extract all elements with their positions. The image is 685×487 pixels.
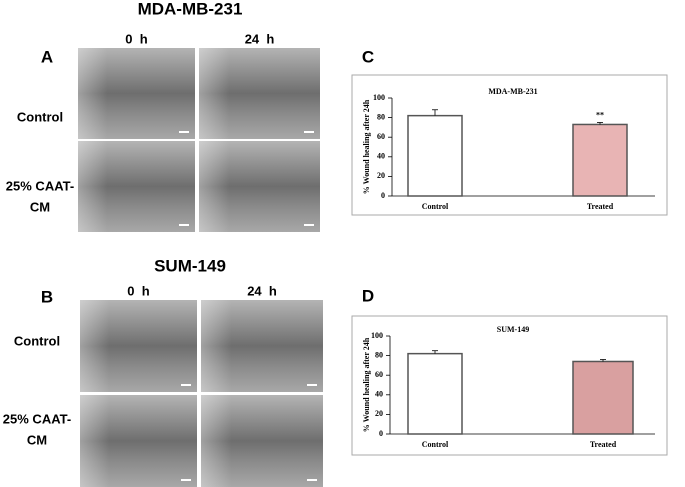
y-tick-label: 0 [379, 429, 383, 438]
significance-label: ** [596, 110, 604, 119]
micrograph-glow [78, 141, 195, 232]
scale-bar [181, 479, 191, 481]
micrograph-glow [201, 395, 323, 487]
x-tick-label: Treated [590, 440, 617, 449]
bar [572, 360, 634, 435]
y-tick-label: 40 [375, 390, 383, 399]
scale-bar [179, 224, 189, 226]
micrograph-glow [78, 48, 195, 139]
scale-bar [304, 131, 314, 133]
y-tick-label: 100 [373, 93, 385, 102]
panel-label: B [41, 287, 53, 306]
micrograph-glow [80, 395, 197, 487]
scale-bar [304, 224, 314, 226]
time-label: 0 h [127, 283, 149, 298]
y-tick-label: 80 [375, 350, 383, 359]
bar [572, 123, 628, 197]
x-tick-label: Control [422, 440, 449, 449]
y-tick-label: 20 [375, 409, 383, 418]
y-tick-label: 40 [377, 152, 385, 161]
time-label: 24 h [245, 31, 275, 46]
y-tick-label: 80 [377, 112, 385, 121]
y-tick-label: 100 [371, 331, 383, 340]
row-label: CM [27, 432, 47, 447]
scale-bar [307, 384, 317, 386]
row-label: Control [14, 333, 60, 348]
x-tick-label: Control [422, 202, 449, 211]
panel-label: A [41, 47, 53, 66]
y-tick-label: 0 [381, 191, 385, 200]
panel-label: C [362, 47, 374, 66]
y-axis-label: % Wound healing after 24h [362, 99, 371, 194]
bar [407, 352, 463, 435]
scale-bar [181, 384, 191, 386]
y-tick-label: 60 [375, 370, 383, 379]
row-label: CM [30, 199, 50, 214]
figure-title: MDA-MB-231 [138, 0, 243, 18]
y-tick-label: 20 [377, 171, 385, 180]
row-label: Control [17, 109, 63, 124]
y-axis-label: % Wound healing after 24h [362, 337, 371, 432]
chart-title: MDA-MB-231 [488, 87, 537, 96]
row-label: 25% CAAT- [3, 411, 71, 426]
time-label: 24 h [247, 283, 277, 298]
micrograph-glow [199, 141, 320, 232]
y-tick-label: 60 [377, 132, 385, 141]
scale-bar [307, 479, 317, 481]
micrograph-glow [80, 300, 197, 392]
chart-title: SUM-149 [497, 325, 529, 334]
bar [407, 114, 463, 197]
micrograph-glow [201, 300, 323, 392]
scale-bar [179, 131, 189, 133]
time-label: 0 h [125, 31, 147, 46]
figure-title: SUM-149 [154, 256, 226, 275]
x-tick-label: Treated [587, 202, 614, 211]
micrograph-glow [199, 48, 320, 139]
row-label: 25% CAAT- [6, 178, 74, 193]
panel-label: D [362, 286, 374, 305]
